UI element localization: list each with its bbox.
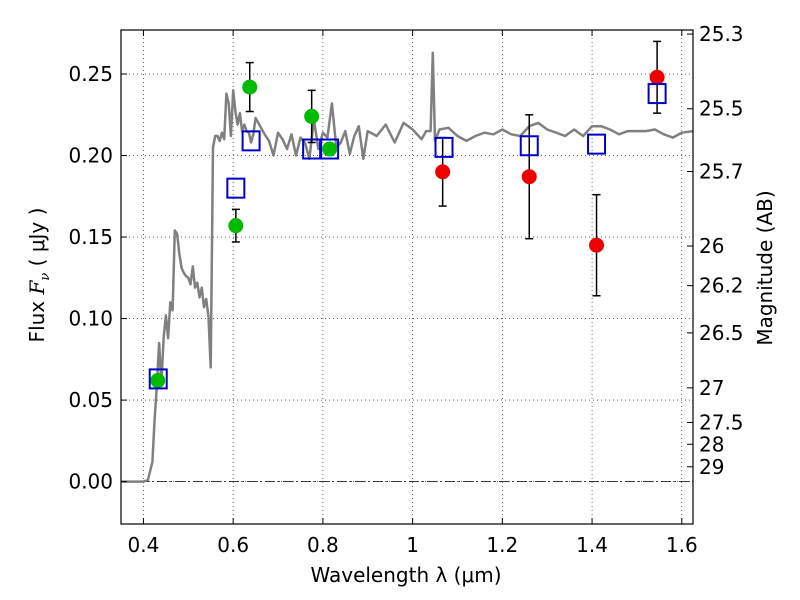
x-tick-label: 1.2: [486, 533, 518, 557]
model-photometry-square: [226, 177, 246, 199]
model-photometry-square: [241, 130, 261, 152]
y-tick-label: 0.25: [68, 62, 113, 86]
model-photometry-square: [647, 83, 667, 105]
series-layer: [121, 40, 694, 483]
mag-tick-label: 29: [699, 455, 724, 479]
mag-tick-label: 26.5: [699, 321, 744, 345]
x-tick-label: 1: [406, 533, 419, 557]
mag-tick-label: 28: [699, 432, 724, 456]
sed-model-line: [121, 51, 694, 483]
y-tick-label: 0.10: [68, 307, 113, 331]
model-photometry-square: [148, 368, 168, 390]
observed-nir-point: [589, 237, 605, 253]
plot-frame: [120, 29, 694, 525]
observed-optical-point: [150, 373, 166, 389]
observed-optical-point: [242, 79, 258, 95]
x-tick-label: 0.6: [217, 533, 249, 557]
observed-nir-point: [649, 69, 665, 85]
mag-tick-label: 26.2: [699, 274, 744, 298]
mag-tick-label: 26: [699, 234, 724, 258]
mag-tick-label: 27: [699, 376, 724, 400]
model-photometry-square: [434, 136, 454, 158]
observed-optical-point: [322, 141, 338, 157]
mag-tick-label: 25.5: [699, 97, 744, 121]
mag-tick-label: 25.3: [699, 22, 744, 46]
y-tick-label: 0.00: [68, 470, 113, 494]
mag-tick-label: 27.5: [699, 410, 744, 434]
observed-nir-point: [435, 164, 451, 180]
y-tick-label: 0.05: [68, 388, 113, 412]
y-tick-label: 0.15: [68, 225, 113, 249]
x-axis-label: Wavelength λ (μm): [310, 563, 501, 587]
mag-tick-label: 25.7: [699, 160, 744, 184]
y-axis-label-right: Magnitude (AB): [753, 190, 777, 345]
model-photometry-square: [320, 138, 340, 160]
observed-optical-point: [228, 218, 244, 234]
y-tick-label: 0.20: [68, 144, 113, 168]
observed-nir-point: [521, 169, 537, 185]
x-tick-label: 1.4: [576, 533, 608, 557]
observed-optical-point: [304, 108, 320, 124]
model-photometry-square: [587, 133, 607, 155]
grid: [121, 30, 693, 524]
x-tick-label: 0.8: [307, 533, 339, 557]
model-photometry-square: [519, 135, 539, 157]
x-tick-label: 1.6: [666, 533, 698, 557]
y-axis-label-left: Flux Fν ( μJy ): [25, 208, 53, 343]
x-tick-label: 0.4: [128, 533, 160, 557]
axis-ticks: 0.4 0.6 0.8 1 1.2 1.4 1.6 0.00 0.05 0.10 0.15 0.20 0…: [68, 22, 743, 557]
